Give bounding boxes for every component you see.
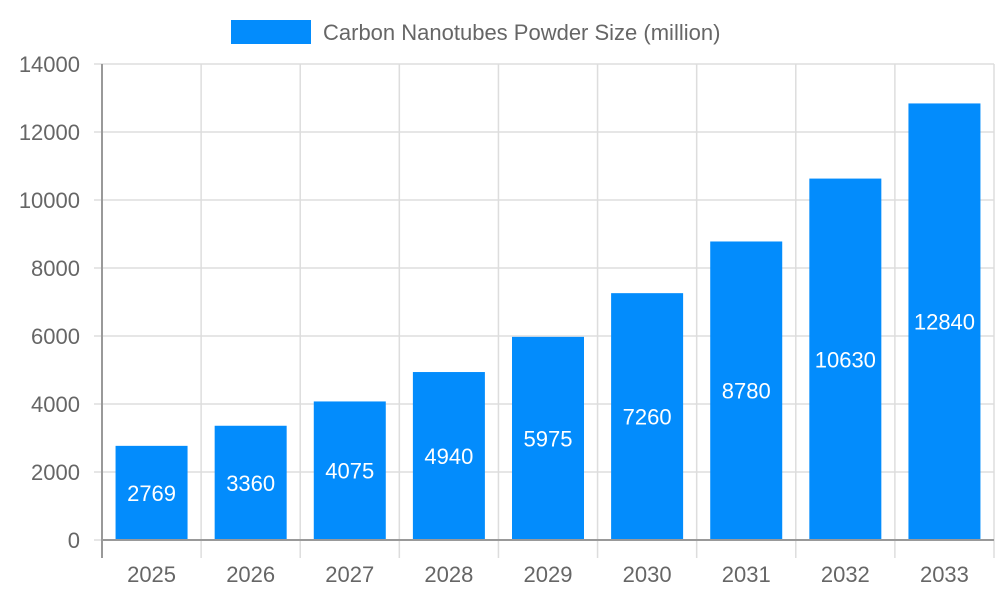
legend-label[interactable]: Carbon Nanotubes Powder Size (million) [323, 20, 720, 45]
bar-value-label: 4075 [325, 459, 374, 484]
bar-value-label: 8780 [722, 379, 771, 404]
x-tick-label: 2026 [226, 562, 275, 587]
x-tick-label: 2032 [821, 562, 870, 587]
bar-2026 [214, 425, 287, 540]
y-tick-label: 4000 [31, 392, 80, 417]
bar-value-label: 2769 [127, 481, 176, 506]
bar-value-label: 4940 [424, 444, 473, 469]
bar-value-label: 7260 [623, 405, 672, 430]
y-tick-label: 14000 [19, 52, 80, 77]
x-tick-label: 2027 [325, 562, 374, 587]
x-tick-label: 2033 [920, 562, 969, 587]
bars: 2769 3360 4075 4940 5975 7260 8780 10630 12840 [115, 103, 981, 541]
x-tick-label: 2029 [524, 562, 573, 587]
bar-value-label: 12840 [914, 310, 975, 335]
y-tick-label: 10000 [19, 188, 80, 213]
bar-2030 [611, 293, 684, 540]
x-tick-label: 2031 [722, 562, 771, 587]
bar-2031 [710, 241, 783, 541]
legend[interactable]: Carbon Nanotubes Powder Size (million) [231, 20, 720, 45]
y-tick-label: 0 [68, 528, 80, 553]
bar-2032 [809, 178, 882, 540]
gridlines [94, 63, 995, 558]
bar-value-label: 3360 [226, 471, 275, 496]
bar-2029 [512, 336, 584, 540]
x-tick-label: 2030 [623, 562, 672, 587]
y-tick-label: 6000 [31, 324, 80, 349]
bar-2025 [115, 445, 188, 540]
bar-2033 [908, 103, 981, 540]
bar-2027 [313, 401, 386, 540]
y-tick-label: 12000 [19, 120, 80, 145]
x-tick-label: 2025 [127, 562, 176, 587]
y-tick-label: 8000 [31, 256, 80, 281]
y-tick-label: 2000 [31, 460, 80, 485]
x-tick-label: 2028 [424, 562, 473, 587]
axes: 0 2000 4000 6000 8000 10000 12000 14000 2025 2026… [19, 52, 994, 587]
bar-value-label: 10630 [815, 347, 876, 372]
bar-value-label: 5975 [524, 426, 573, 451]
legend-swatch[interactable] [231, 20, 311, 44]
bar-2028 [412, 372, 485, 540]
